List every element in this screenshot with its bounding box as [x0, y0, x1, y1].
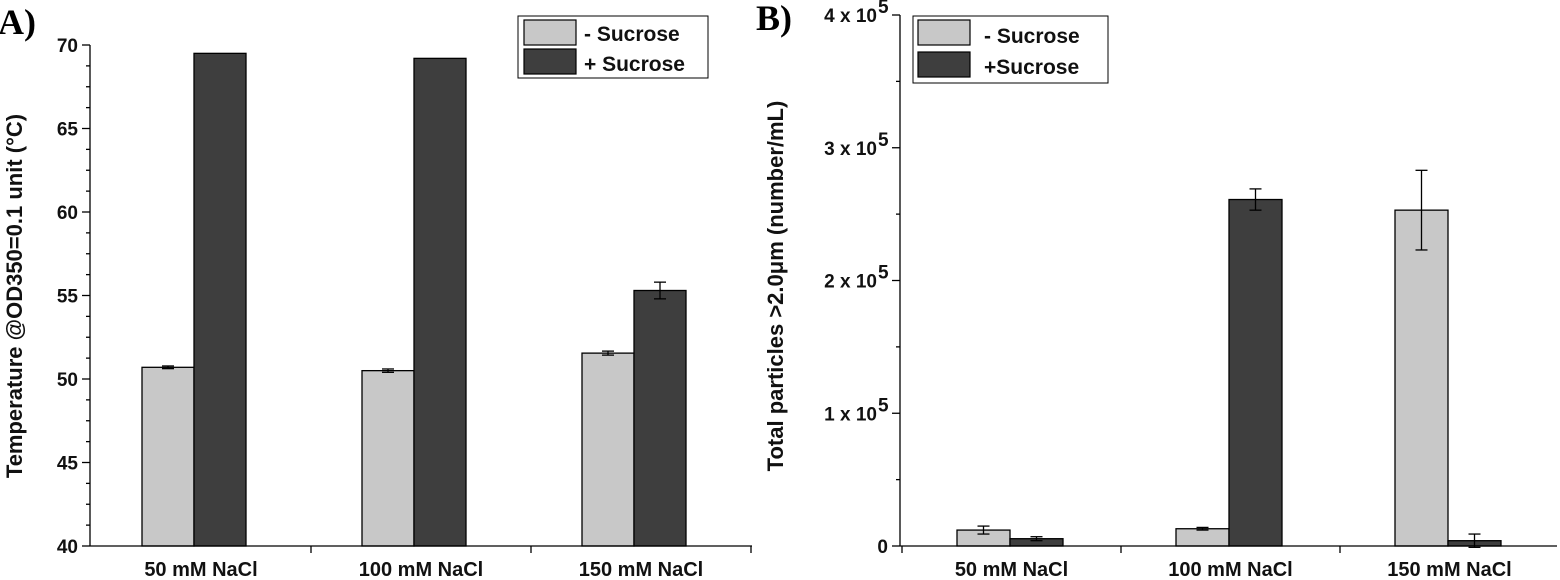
y-tick-label: 45 [57, 454, 79, 475]
y-tick-label: 65 [57, 120, 79, 141]
legend-swatch-minus-sucrose [523, 19, 577, 46]
y-tick-label: 4 x 10 [824, 6, 877, 27]
legend-label: + Sucrose [584, 53, 685, 76]
y-tick-label: 60 [57, 203, 78, 224]
bar-minus-sucrose-1 [1175, 528, 1230, 547]
y-tick-exponent: 5 [878, 130, 889, 151]
y-tick-label: 0 [877, 537, 888, 558]
x-tick-label: 50 mM NaCl [955, 559, 1068, 580]
panel-b-label: B) [756, 0, 792, 38]
y-tick-label: 3 x 10 [824, 139, 877, 160]
legend-label: +Sucrose [984, 56, 1079, 79]
panel-b-chart: B) 01 x 10 52 x 10 53 x 10 54 x 10 550 mM Na… [756, 0, 1557, 580]
y-tick-label: 40 [57, 537, 78, 558]
panel-a-chart: A) 40 45 50 55 60 65 70 50 mM NaCl 100 mM NaCl 15… [0, 2, 752, 580]
legend-label: - Sucrose [584, 23, 680, 46]
y-tick-label: 2 x 10 [824, 272, 877, 293]
y-tick-exponent: 5 [878, 395, 889, 416]
y-axis-title: Total particles >2.0μm (number/mL) [763, 101, 788, 472]
y-tick-exponent: 5 [878, 263, 889, 284]
y-tick-exponent: 5 [878, 0, 889, 18]
x-tick-label: 50 mM NaCl [144, 559, 257, 580]
panel-a-label: A) [0, 2, 36, 42]
bar-minus-sucrose-1 [361, 369, 415, 547]
x-tick-label: 100 mM NaCl [359, 559, 484, 580]
bar-minus-sucrose-0 [141, 366, 195, 547]
x-tick-label: 150 mM NaCl [1387, 559, 1512, 580]
x-tick-label: 150 mM NaCl [579, 559, 704, 580]
y-tick-label: 1 x 10 [824, 404, 877, 425]
y-tick-label: 70 [57, 36, 78, 57]
bar-minus-sucrose-2 [581, 352, 635, 547]
legend-swatch-plus-sucrose [917, 51, 971, 78]
bar-plus-sucrose-1 [413, 57, 467, 547]
bar-minus-sucrose-2 [1394, 209, 1449, 547]
x-tick-label: 100 mM NaCl [1168, 559, 1293, 580]
legend-swatch-minus-sucrose [917, 19, 971, 46]
y-axis-title: Temperature @OD350=0.1 unit (°C) [2, 114, 27, 478]
bar-plus-sucrose-2 [633, 289, 687, 547]
bar-plus-sucrose-0 [193, 52, 247, 547]
legend-label: - Sucrose [984, 25, 1080, 48]
bar-plus-sucrose-1 [1228, 198, 1283, 547]
y-tick-label: 55 [57, 287, 79, 308]
legend-swatch-plus-sucrose [523, 48, 577, 75]
y-tick-label: 50 [57, 370, 78, 391]
